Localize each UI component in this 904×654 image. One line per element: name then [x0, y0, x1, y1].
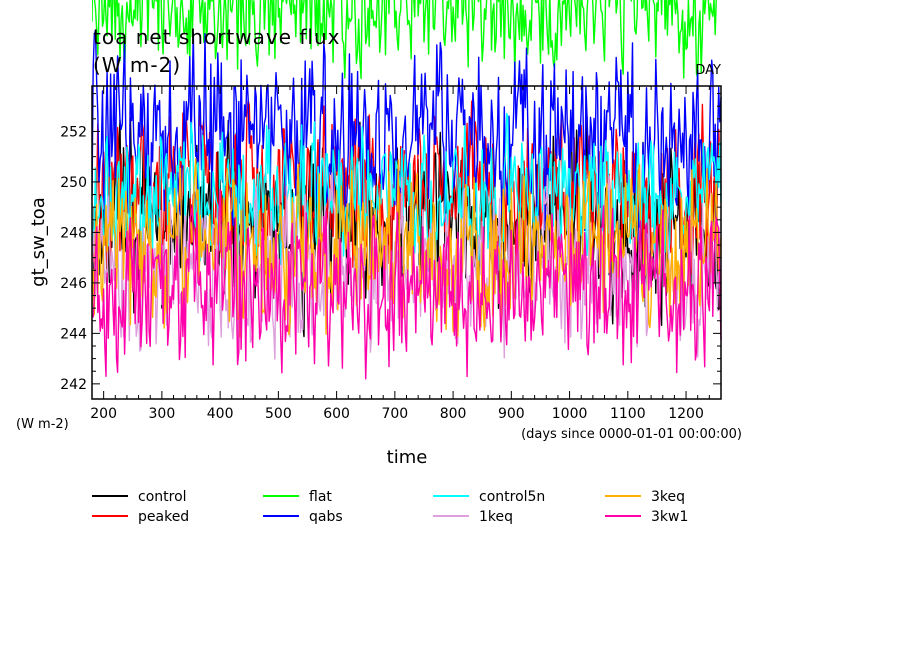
legend-label: control [138, 489, 187, 505]
y-axis-label: gt_sw_toa [28, 197, 49, 287]
legend-item-3kw1: 3kw1 [605, 509, 688, 525]
y-tick-label: 250 [60, 175, 87, 191]
series-line-3kw1 [92, 188, 722, 380]
y-tick-label: 244 [60, 326, 87, 342]
legend-label: 3kw1 [651, 509, 688, 525]
legend-item-control5n: control5n [433, 489, 545, 505]
legend-item-qabs: qabs [263, 509, 343, 525]
x-tick-label: 1200 [668, 406, 704, 422]
legend: control peaked flat qabs control5n 1keq 3keq 3k… [92, 489, 688, 525]
x-tick-label: 200 [90, 406, 117, 422]
x-tick-label: 1100 [610, 406, 646, 422]
x-tick-label: 1000 [552, 406, 588, 422]
corner-label: DAY [695, 63, 721, 78]
axis-ticks: 200 300 400 500 600 700 800 900 1000 1100 1200 242 2… [60, 86, 722, 422]
x-tick-label: 700 [381, 406, 408, 422]
x-tick-label: 300 [149, 406, 176, 422]
legend-item-1keq: 1keq [433, 509, 513, 525]
legend-item-peaked: peaked [92, 509, 189, 525]
x-tick-label: 400 [207, 406, 234, 422]
x-tick-label: 600 [323, 406, 350, 422]
legend-label: qabs [309, 509, 343, 525]
x-axis-label: time [387, 447, 428, 468]
chart-title: toa net shortwave flux [93, 25, 341, 49]
legend-label: control5n [479, 489, 545, 505]
series-line-1keq [92, 172, 722, 363]
series-line-flat [92, 0, 717, 80]
series-line-3keq [92, 158, 722, 338]
y-tick-label: 246 [60, 276, 87, 292]
legend-label: peaked [138, 509, 189, 525]
y-axis-units: (W m-2) [16, 417, 69, 432]
y-tick-label: 248 [60, 225, 87, 241]
legend-item-3keq: 3keq [605, 489, 685, 505]
x-tick-label: 800 [440, 406, 467, 422]
series-group [92, 0, 722, 380]
series-line-control5n [92, 112, 722, 280]
legend-label: 1keq [479, 509, 513, 525]
y-tick-label: 242 [60, 377, 87, 393]
legend-label: flat [309, 489, 332, 505]
x-tick-label: 900 [498, 406, 525, 422]
x-axis-units: (days since 0000-01-01 00:00:00) [521, 427, 742, 442]
y-tick-label: 252 [60, 124, 87, 140]
legend-item-flat: flat [263, 489, 332, 505]
chart-units: (W m-2) [93, 53, 181, 77]
x-tick-label: 500 [265, 406, 292, 422]
legend-label: 3keq [651, 489, 685, 505]
legend-item-control: control [92, 489, 187, 505]
